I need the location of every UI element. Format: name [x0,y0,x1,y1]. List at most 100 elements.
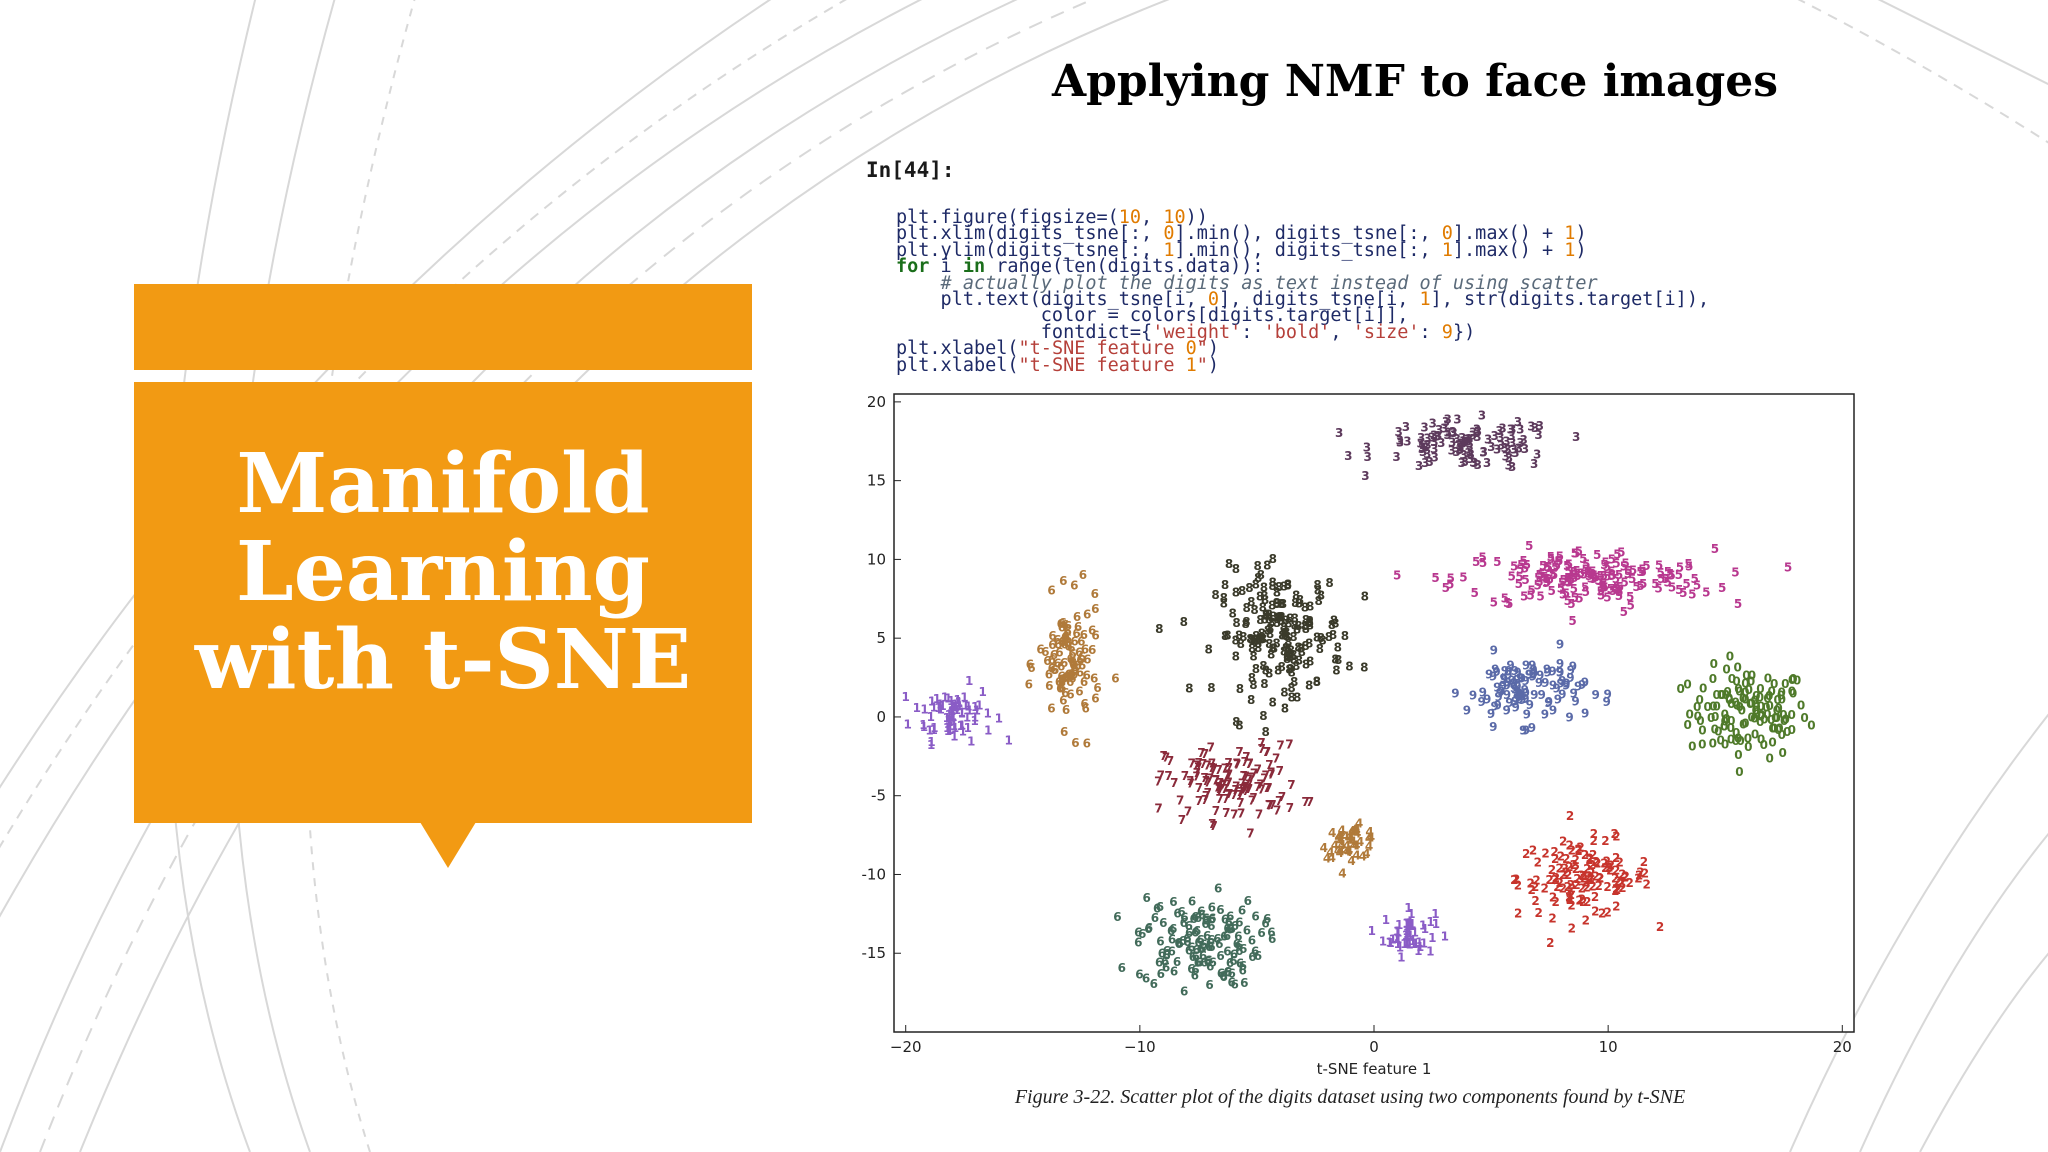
digit-point: 8 [1248,633,1256,647]
digit-point: 8 [1259,632,1267,646]
digit-point: 8 [1249,678,1257,692]
digit-point: 8 [1289,630,1297,644]
digit-point: 6 [1088,623,1096,637]
digit-point: 6 [1082,669,1090,683]
digit-point: 9 [1518,693,1526,707]
digit-point: 1 [1420,936,1428,950]
digit-point: 0 [1709,672,1717,686]
digit-point: 3 [1478,408,1486,422]
digit-point: 6 [1057,617,1065,631]
digit-point: 6 [1134,936,1142,950]
digit-point: 8 [1318,634,1326,648]
digit-point: 6 [1267,926,1275,940]
digit-point: 2 [1531,894,1539,908]
digit-point: 5 [1547,552,1555,566]
digit-point: 9 [1530,666,1538,680]
digit-point: 3 [1516,423,1524,437]
digit-point: 6 [1187,940,1195,954]
digit-point: 5 [1544,561,1552,575]
digit-point: 8 [1256,613,1264,627]
digit-point: 1 [927,738,935,752]
digit-point: 7 [1238,776,1246,790]
digit-point: 9 [1511,694,1519,708]
digit-point: 6 [1083,608,1091,622]
digit-point: 6 [1201,917,1209,931]
digit-point: 6 [1187,962,1195,976]
digit-point: 8 [1249,650,1257,664]
digit-point: 6 [1058,636,1066,650]
digit-point: 3 [1415,459,1423,473]
digit-point: 7 [1218,779,1226,793]
digit-point: 9 [1522,686,1530,700]
digit-point: 3 [1428,431,1436,445]
digit-point: 6 [1169,895,1177,909]
digit-point: 3 [1508,422,1516,436]
digit-point: 1 [928,695,936,709]
digit-point: 1 [1379,935,1387,949]
digit-point: 6 [1243,923,1251,937]
digit-point: 3 [1394,425,1402,439]
digit-point: 7 [1213,781,1221,795]
digit-point: 1 [1415,935,1423,949]
digit-point: 2 [1601,834,1609,848]
digit-point: 1 [1402,928,1410,942]
digit-point: 5 [1523,558,1531,572]
digit-point: 2 [1574,842,1582,856]
digit-point: 8 [1345,660,1353,674]
digit-point: 9 [1581,706,1589,720]
digit-point: 5 [1627,599,1635,613]
digit-point: 0 [1748,711,1756,725]
digit-point: 7 [1187,776,1195,790]
digit-point: 0 [1789,673,1797,687]
digit-point: 5 [1615,585,1623,599]
digit-point: 7 [1208,817,1216,831]
digit-point: 7 [1286,801,1294,815]
digit-point: 8 [1286,650,1294,664]
digit-point: 2 [1559,868,1567,882]
digit-point: 6 [1176,937,1184,951]
digit-point: 4 [1345,843,1353,857]
digit-point: 5 [1613,548,1621,562]
digit-point: 6 [1075,645,1083,659]
callout-tail [420,822,476,868]
digit-point: 5 [1505,597,1513,611]
digit-point: 6 [1067,669,1075,683]
digit-point: 6 [1197,904,1205,918]
digit-point: 0 [1771,711,1779,725]
digit-point: 6 [1059,574,1067,588]
digit-point: 0 [1738,703,1746,717]
digit-point: 6 [1231,978,1239,992]
digit-point: 7 [1246,757,1254,771]
digit-point: 7 [1265,758,1273,772]
digit-point: 9 [1565,711,1573,725]
digit-point: 8 [1207,681,1215,695]
y-tick-label: -5 [871,787,886,805]
digit-point: 9 [1529,669,1537,683]
digit-point: 2 [1565,860,1573,874]
digit-point: 8 [1286,612,1294,626]
digit-point: 5 [1479,556,1487,570]
digit-point: 0 [1748,668,1756,682]
digit-point: 7 [1254,780,1262,794]
digit-point: 4 [1326,845,1334,859]
digit-point: 1 [1407,907,1415,921]
digit-point: 3 [1505,451,1513,465]
digit-point: 8 [1258,631,1266,645]
digit-point: 0 [1783,725,1791,739]
digit-point: 8 [1268,598,1276,612]
digit-point: 7 [1242,784,1250,798]
digit-point: 1 [995,711,1003,725]
digit-point: 0 [1710,657,1718,671]
digit-point: 6 [1213,932,1221,946]
digit-point: 3 [1496,431,1504,445]
digit-point: 4 [1336,834,1344,848]
digit-point: 8 [1232,715,1240,729]
digit-point: 5 [1588,564,1596,578]
digit-point: 0 [1757,732,1765,746]
digit-point: 1 [1409,937,1417,951]
digit-point: 6 [1155,956,1163,970]
digit-point: 8 [1287,643,1295,657]
digit-point: 3 [1487,440,1495,454]
digit-point: 9 [1556,637,1564,651]
digit-point: 2 [1527,877,1535,891]
